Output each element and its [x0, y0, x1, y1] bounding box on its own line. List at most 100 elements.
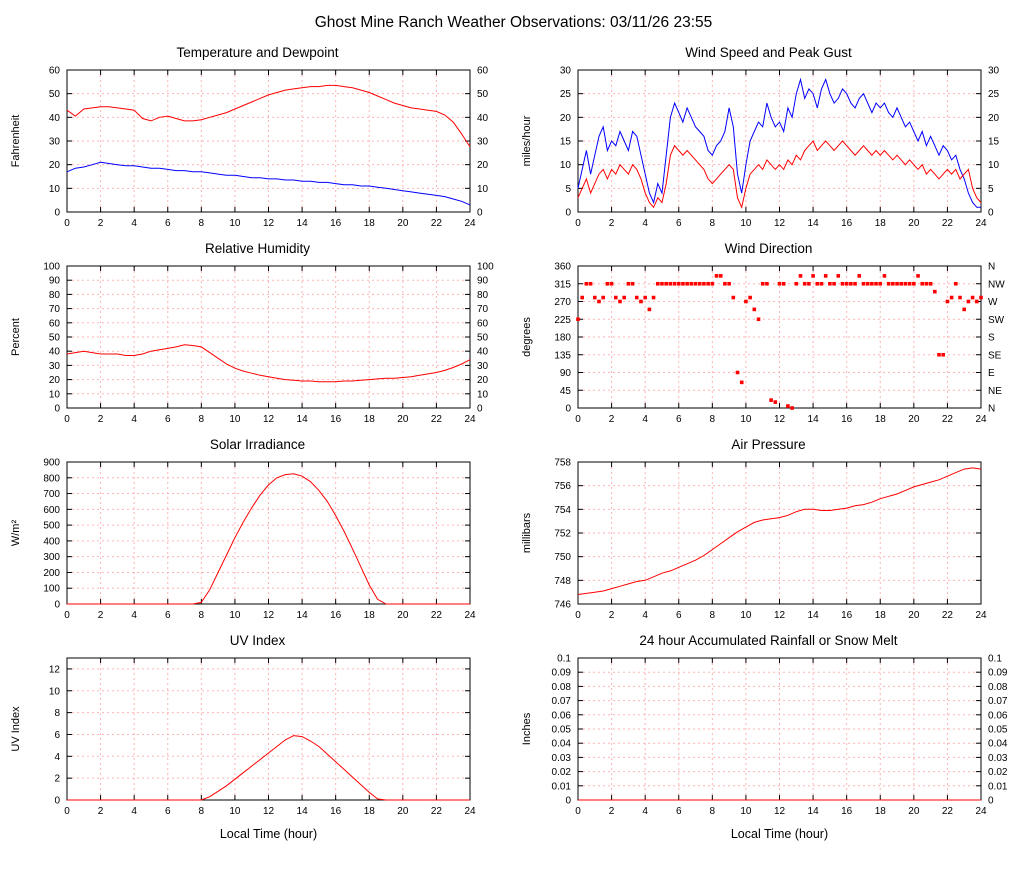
svg-text:22: 22 — [431, 414, 443, 425]
svg-text:8: 8 — [710, 414, 716, 425]
svg-text:2: 2 — [54, 774, 60, 785]
svg-text:2: 2 — [98, 218, 104, 229]
svg-text:40: 40 — [49, 113, 61, 124]
svg-text:Local Time (hour): Local Time (hour) — [220, 827, 317, 841]
svg-text:18: 18 — [875, 414, 887, 425]
svg-text:50: 50 — [477, 89, 489, 100]
svg-text:miles/hour: miles/hour — [521, 115, 533, 166]
svg-text:25: 25 — [988, 89, 1000, 100]
svg-text:18: 18 — [364, 218, 376, 229]
svg-text:0.1: 0.1 — [557, 654, 571, 665]
svg-text:20: 20 — [560, 113, 572, 124]
svg-text:10: 10 — [49, 686, 61, 697]
svg-text:16: 16 — [841, 610, 853, 621]
svg-text:6: 6 — [165, 610, 171, 621]
svg-text:0.05: 0.05 — [988, 725, 1008, 736]
svg-text:0: 0 — [54, 208, 60, 219]
svg-text:90: 90 — [477, 276, 489, 287]
svg-text:16: 16 — [330, 414, 342, 425]
svg-text:2: 2 — [98, 610, 104, 621]
svg-text:746: 746 — [554, 600, 571, 611]
svg-text:60: 60 — [49, 66, 61, 77]
svg-text:100: 100 — [43, 262, 60, 273]
svg-text:24: 24 — [975, 610, 987, 621]
svg-text:0: 0 — [575, 610, 581, 621]
svg-text:30: 30 — [49, 137, 61, 148]
svg-text:360: 360 — [554, 262, 571, 273]
chart-title-wind-direction: Wind Direction — [724, 241, 813, 256]
svg-text:800: 800 — [43, 473, 60, 484]
svg-text:12: 12 — [263, 414, 275, 425]
svg-text:16: 16 — [841, 218, 853, 229]
svg-text:8: 8 — [54, 708, 60, 719]
svg-text:6: 6 — [676, 806, 682, 817]
svg-text:18: 18 — [875, 218, 887, 229]
svg-text:20: 20 — [49, 160, 61, 171]
svg-text:20: 20 — [908, 610, 920, 621]
svg-text:14: 14 — [297, 610, 309, 621]
svg-text:25: 25 — [560, 89, 572, 100]
svg-text:14: 14 — [808, 806, 820, 817]
svg-text:10: 10 — [560, 160, 572, 171]
chart-uv-index: UV Index 0 2 4 6 8 10 12 14 16 18 20 22 24 0 2 4 6 8 10 12 U… — [2, 632, 513, 846]
svg-text:0: 0 — [575, 414, 581, 425]
chart-title-air-pressure: Air Pressure — [731, 437, 806, 452]
svg-text:10: 10 — [988, 160, 1000, 171]
svg-text:2: 2 — [98, 806, 104, 817]
svg-text:0: 0 — [988, 208, 994, 219]
svg-text:100: 100 — [477, 262, 494, 273]
svg-text:20: 20 — [397, 610, 409, 621]
svg-text:14: 14 — [297, 806, 309, 817]
svg-text:10: 10 — [740, 414, 752, 425]
svg-text:8: 8 — [710, 610, 716, 621]
svg-text:50: 50 — [477, 333, 489, 344]
svg-text:0.06: 0.06 — [988, 710, 1008, 721]
svg-text:0: 0 — [54, 796, 60, 807]
svg-text:50: 50 — [49, 89, 61, 100]
svg-text:0: 0 — [64, 414, 70, 425]
svg-text:18: 18 — [875, 610, 887, 621]
svg-text:60: 60 — [477, 66, 489, 77]
svg-text:16: 16 — [330, 806, 342, 817]
svg-text:4: 4 — [131, 806, 137, 817]
svg-text:0.04: 0.04 — [552, 739, 572, 750]
svg-text:20: 20 — [49, 375, 61, 386]
svg-text:12: 12 — [263, 806, 275, 817]
svg-text:N: N — [988, 404, 995, 415]
svg-text:180: 180 — [554, 333, 571, 344]
chart-relative-humidity: Relative Humidity 0 2 4 6 8 10 12 14 16 18 20 22 24 0… — [2, 240, 513, 430]
svg-text:300: 300 — [43, 552, 60, 563]
svg-text:16: 16 — [841, 414, 853, 425]
svg-text:0.03: 0.03 — [552, 753, 572, 764]
rainfall-plot: 0 2 4 6 8 10 12 14 16 18 20 22 240 00.01 0.010.02 0.020… — [521, 654, 1008, 842]
chart-title-relative-humidity: Relative Humidity — [204, 241, 311, 256]
svg-text:20: 20 — [397, 414, 409, 425]
svg-text:20: 20 — [908, 414, 920, 425]
svg-text:22: 22 — [942, 414, 954, 425]
svg-text:24: 24 — [464, 610, 476, 621]
chart-title-rainfall: 24 hour Accumulated Rainfall or Snow Mel… — [639, 633, 898, 648]
svg-text:30: 30 — [477, 361, 489, 372]
svg-text:18: 18 — [364, 806, 376, 817]
svg-text:752: 752 — [554, 529, 571, 540]
page-title: Ghost Mine Ranch Weather Observations: 0… — [314, 14, 713, 31]
svg-text:754: 754 — [554, 505, 571, 516]
svg-text:22: 22 — [431, 218, 443, 229]
svg-text:16: 16 — [330, 610, 342, 621]
svg-text:22: 22 — [942, 806, 954, 817]
svg-text:0.09: 0.09 — [988, 668, 1008, 679]
svg-text:12: 12 — [49, 664, 61, 675]
svg-text:70: 70 — [477, 304, 489, 315]
svg-text:12: 12 — [774, 218, 786, 229]
svg-text:24: 24 — [975, 414, 987, 425]
svg-text:NW: NW — [988, 279, 1005, 290]
svg-text:degrees: degrees — [521, 317, 533, 357]
svg-text:0.03: 0.03 — [988, 753, 1008, 764]
svg-text:10: 10 — [229, 218, 241, 229]
svg-text:270: 270 — [554, 297, 571, 308]
svg-text:10: 10 — [229, 806, 241, 817]
svg-text:22: 22 — [942, 610, 954, 621]
svg-text:6: 6 — [54, 730, 60, 741]
